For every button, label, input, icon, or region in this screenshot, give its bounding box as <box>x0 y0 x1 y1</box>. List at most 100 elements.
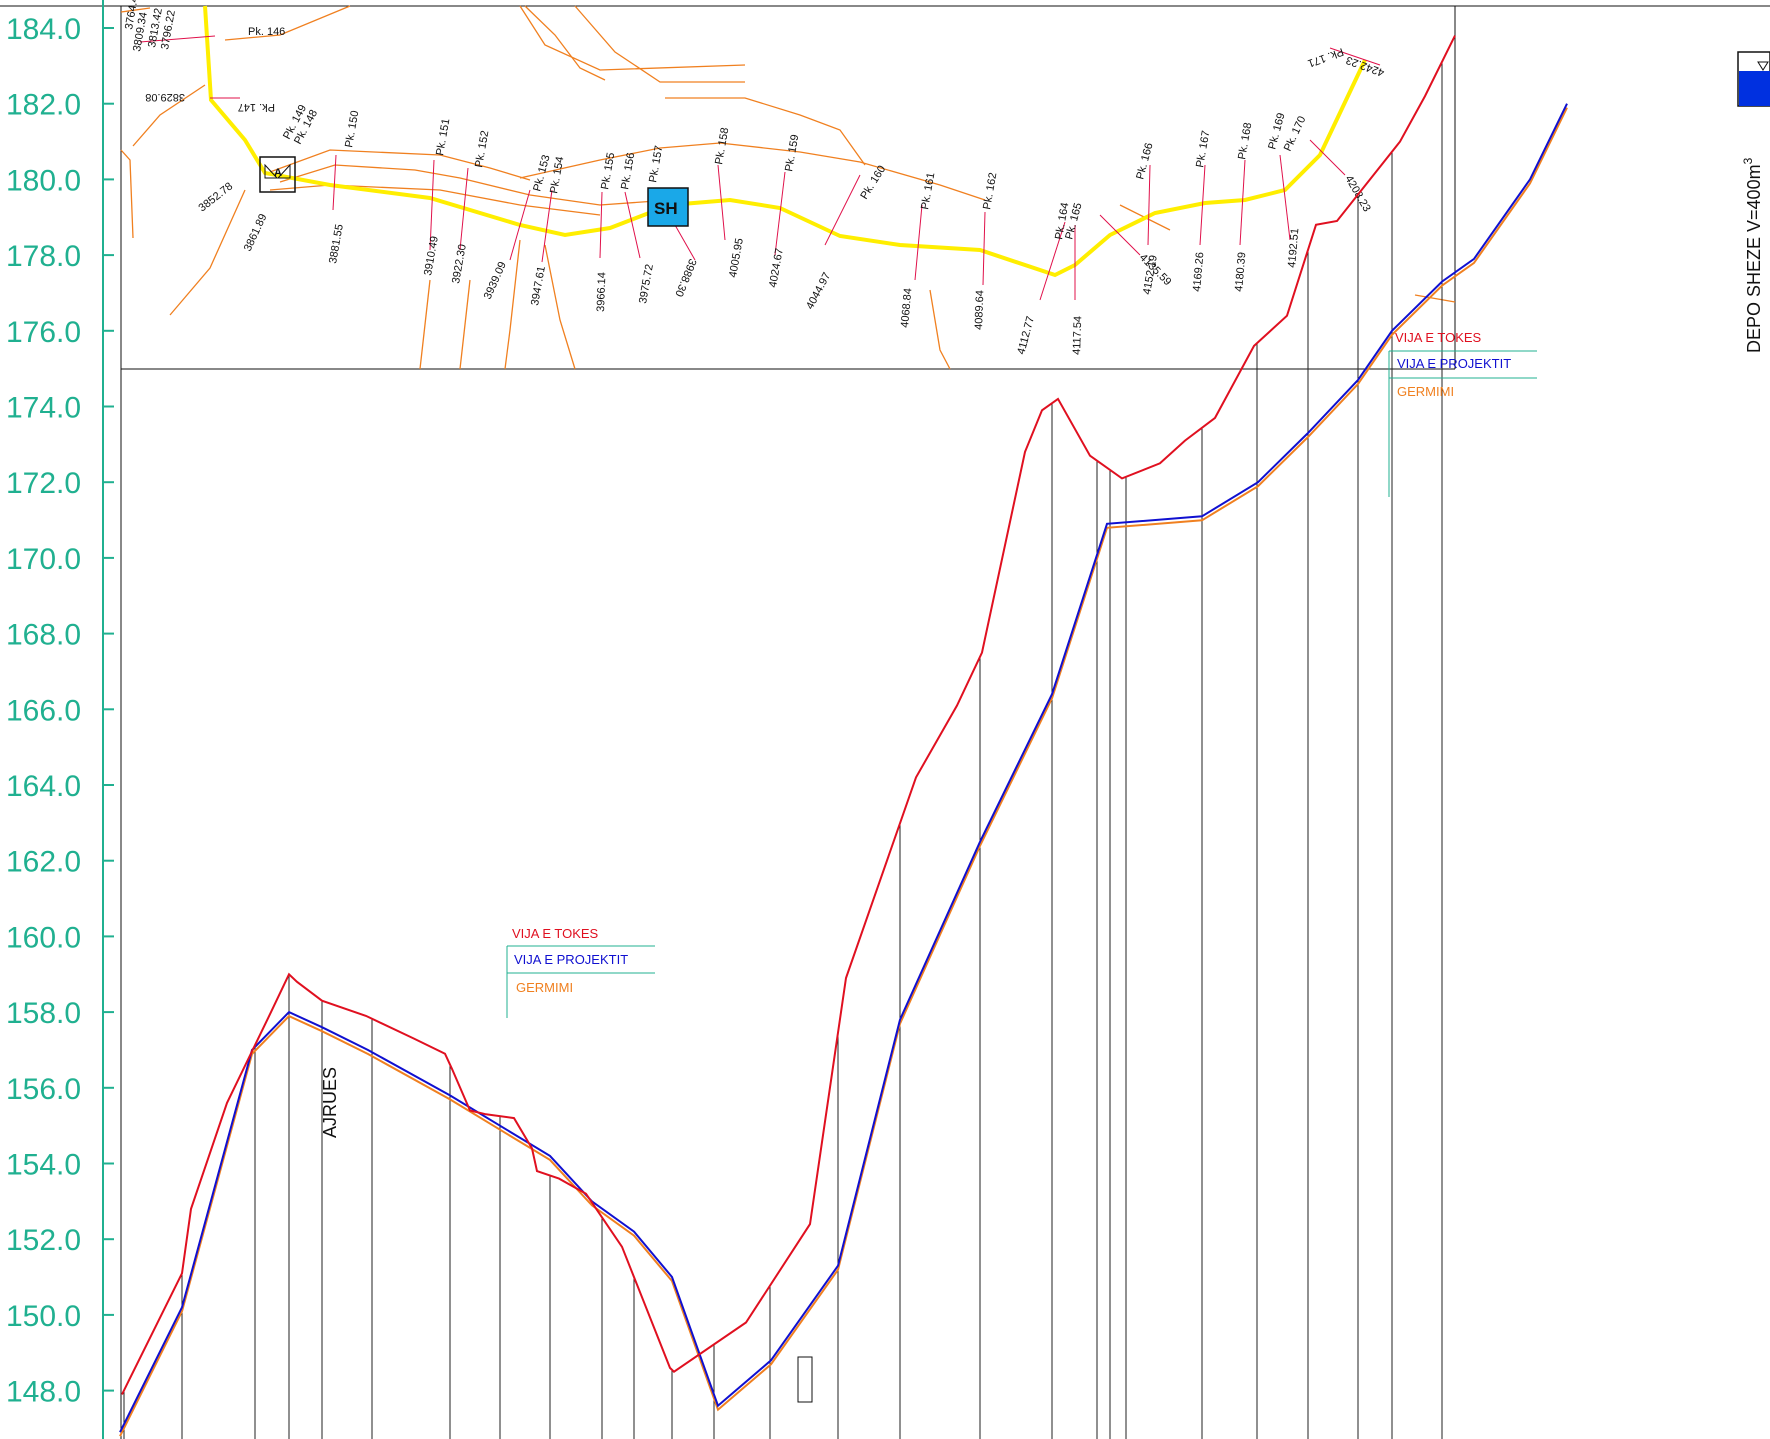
contour-line <box>665 97 866 166</box>
station-tick <box>459 167 469 251</box>
station-label: 4180.39 <box>1233 252 1248 293</box>
sh-label: SH <box>654 199 678 218</box>
station-tick <box>139 35 216 43</box>
station-label: 3922.30 <box>450 243 469 284</box>
station-verticals <box>123 61 1443 1439</box>
station-label: 3910.49 <box>422 235 441 276</box>
y-tick-label: 174.0 <box>6 392 81 425</box>
station-tick <box>717 164 726 241</box>
station-tick <box>1309 139 1346 176</box>
y-tick-label: 170.0 <box>6 543 81 576</box>
y-tick-label: 168.0 <box>6 619 81 652</box>
pk-label: Pk. 159 <box>783 134 801 173</box>
station-tick <box>624 191 641 259</box>
station-label: 3988.30 <box>672 257 698 298</box>
legend-design-label: VIJA E PROJEKTIT <box>514 952 628 967</box>
contour-line <box>269 184 601 216</box>
pk-label: Pk. 162 <box>981 172 999 211</box>
low-point-box <box>797 1356 813 1403</box>
pk-label: Pk. 156 <box>619 152 637 191</box>
contour-line <box>169 189 246 316</box>
pk-label: Pk. 168 <box>1236 122 1254 161</box>
station-label: 4068.84 <box>899 288 914 329</box>
ajrues-label: AJRUES <box>320 1067 340 1138</box>
station-tick <box>1329 47 1381 66</box>
contour-line <box>504 239 521 370</box>
depot-water-fill <box>1739 71 1770 106</box>
y-tick-label: 160.0 <box>6 921 81 954</box>
y-tick-label: 162.0 <box>6 846 81 879</box>
station-label: 3939.09 <box>482 260 509 301</box>
station-tick <box>1279 154 1291 241</box>
legend-upper: VIJA E TOKES VIJA E PROJEKTIT GERMIMI <box>1388 330 1537 497</box>
y-tick-label: 178.0 <box>6 240 81 273</box>
legend-germimi-label: GERMIMI <box>516 980 573 995</box>
contour-line <box>929 289 951 370</box>
valve-label: A <box>274 167 282 179</box>
germimi-line <box>119 107 1568 1437</box>
station-label: 4192.51 <box>1286 228 1301 269</box>
station-tick <box>541 189 553 263</box>
station-tick <box>1147 164 1151 246</box>
y-tick-label: 180.0 <box>6 164 81 197</box>
y-tick-label: 154.0 <box>6 1149 81 1182</box>
pk-label: Pk. 160 <box>858 164 888 202</box>
pk-label: Pk. 166 <box>1134 142 1155 181</box>
contour-line <box>1414 294 1456 303</box>
station-tick <box>429 159 435 251</box>
sh-marker: SH <box>647 187 689 227</box>
station-label: 3966.14 <box>595 272 608 312</box>
station-label: 3829.08 <box>145 91 185 103</box>
station-tick <box>509 189 531 261</box>
y-tick-label: 166.0 <box>6 694 81 727</box>
station-label: 4169.26 <box>1191 252 1206 293</box>
station-tick <box>774 171 786 256</box>
pk-label: Pk. 158 <box>713 127 731 166</box>
pk-label: Pk. 155 <box>599 152 617 191</box>
y-tick-label: 182.0 <box>6 89 81 122</box>
valve-icon <box>264 163 291 179</box>
contour-line <box>459 279 471 370</box>
pk-label: Pk. 161 <box>919 172 937 211</box>
contour-line <box>519 142 986 201</box>
station-label: 3861.89 <box>242 212 270 253</box>
plan-view-inset: Pk. 146 Pk. 147 Pk. 148 Pk. 149 Pk. 150 … <box>120 0 1456 370</box>
contour-line <box>524 5 606 81</box>
station-tick <box>1099 214 1141 256</box>
pk-label: Pk. 152 <box>473 130 491 169</box>
pk-label: Pk. 171 <box>1306 45 1345 69</box>
legend-lower: VIJA E TOKES VIJA E PROJEKTIT GERMIMI <box>506 926 655 1018</box>
station-tick <box>1039 221 1066 301</box>
valve-box <box>259 156 296 193</box>
station-tick <box>332 154 337 211</box>
pk-label: Pk. 150 <box>343 110 361 149</box>
station-tick <box>914 204 923 281</box>
station-tick <box>982 211 986 286</box>
contour-line <box>1119 204 1171 231</box>
water-level-icon <box>1757 61 1769 71</box>
station-label: 3881.55 <box>327 223 346 264</box>
y-tick-label: 158.0 <box>6 997 81 1030</box>
design-line <box>119 103 1568 1433</box>
contour-line <box>574 5 745 83</box>
contour-line <box>519 5 746 71</box>
depo-label: DEPO SHEZE V=400m3 <box>1741 157 1764 353</box>
depot-symbol <box>1737 51 1770 107</box>
station-label: 3947.61 <box>529 265 548 306</box>
legend-design-label: VIJA E PROJEKTIT <box>1397 356 1511 371</box>
y-tick-label: 156.0 <box>6 1073 81 1106</box>
y-axis-ticks: 184.0 182.0 180.0 178.0 176.0 174.0 172.0 170.0… <box>6 13 114 1409</box>
pipeline-route <box>203 5 1367 278</box>
pk-label: Pk. 167 <box>1194 130 1212 169</box>
station-label: 4044.97 <box>804 271 833 312</box>
contour-line <box>224 5 351 41</box>
station-label: 3975.72 <box>637 263 656 304</box>
station-tick <box>1239 159 1246 246</box>
y-tick-label: 148.0 <box>6 1376 81 1409</box>
depo-text: DEPO SHEZE V=400m <box>1744 164 1764 353</box>
pk-label: Pk. 146 <box>248 26 285 38</box>
y-tick-label: 152.0 <box>6 1224 81 1257</box>
station-tick <box>599 191 603 259</box>
valve-symbol: A <box>259 156 296 193</box>
y-tick-label: 176.0 <box>6 316 81 349</box>
